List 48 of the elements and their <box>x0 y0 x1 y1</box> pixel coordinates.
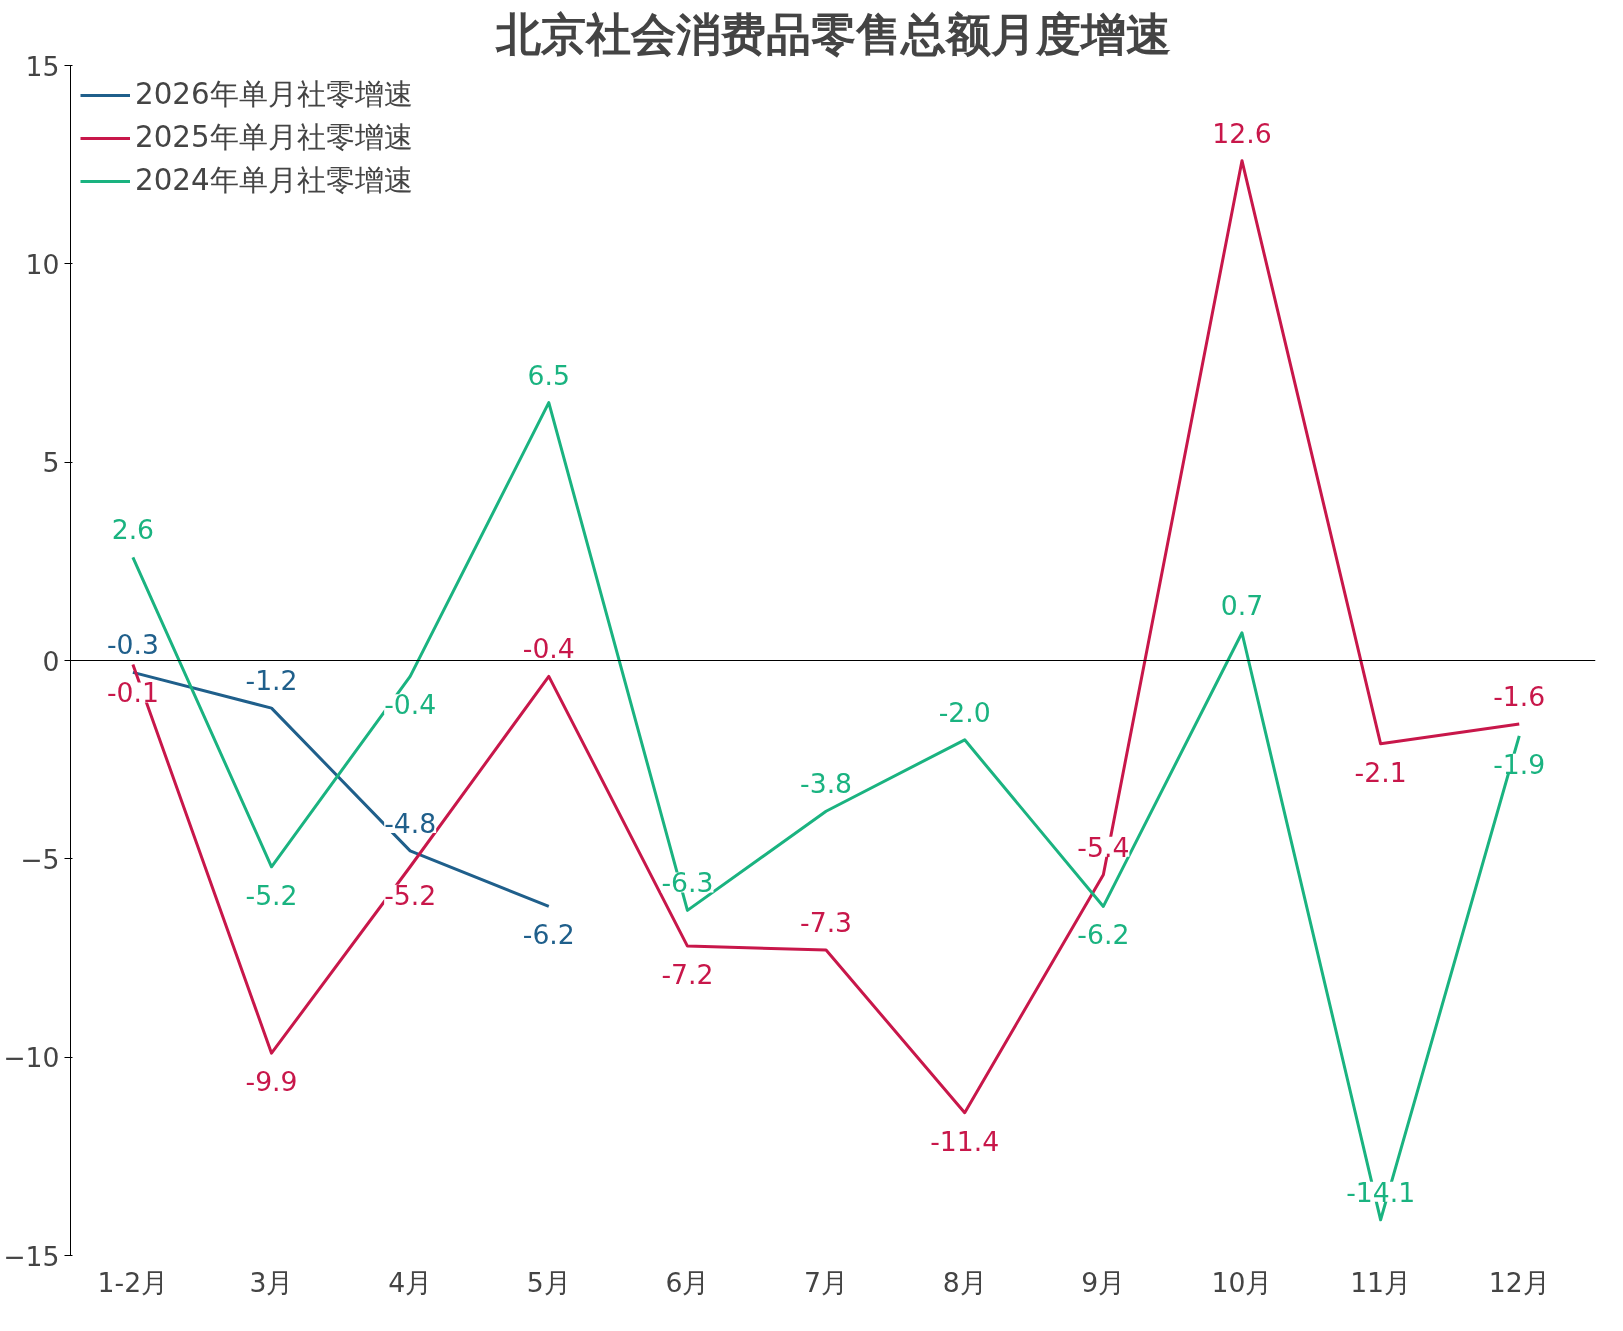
x-tick-label: 8月 <box>942 1266 987 1298</box>
data-label: -0.3 <box>106 629 159 661</box>
data-label: -1.9 <box>1493 748 1546 780</box>
x-tick-label: 7月 <box>804 1266 849 1298</box>
y-tick-label: 0 <box>42 645 60 677</box>
data-label: -2.1 <box>1354 756 1407 788</box>
data-label: 2.6 <box>111 514 155 546</box>
data-label: -0.4 <box>522 633 575 665</box>
data-label: -11.4 <box>930 1125 1000 1157</box>
data-label: -7.2 <box>661 959 714 991</box>
data-label: -5.2 <box>384 879 437 911</box>
x-tick-label: 5月 <box>526 1266 571 1298</box>
data-label: -3.8 <box>800 768 853 800</box>
data-label: -6.2 <box>1077 919 1130 951</box>
data-label: -14.1 <box>1346 1176 1416 1208</box>
x-tick-label: 6月 <box>665 1266 710 1298</box>
x-tick-label: 9月 <box>1081 1266 1126 1298</box>
y-tick-label: −15 <box>3 1240 60 1272</box>
y-tick-label: 10 <box>25 248 60 280</box>
legend-label: 2026年单月社零增速 <box>135 76 413 113</box>
y-tick-label: 5 <box>42 447 60 479</box>
data-label: -1.2 <box>245 665 298 697</box>
data-label: 6.5 <box>527 359 571 391</box>
y-tick-label: −5 <box>20 843 60 875</box>
data-label: -0.4 <box>384 689 437 721</box>
data-label: -5.4 <box>1077 831 1130 863</box>
x-tick-label: 4月 <box>388 1266 433 1298</box>
data-label: -4.8 <box>384 807 437 839</box>
data-label: 12.6 <box>1212 117 1272 149</box>
x-tick-label: 12月 <box>1488 1266 1550 1298</box>
data-label: -1.6 <box>1493 680 1546 712</box>
y-tick-label: 15 <box>25 50 60 82</box>
x-tick-label: 11月 <box>1350 1266 1412 1298</box>
legend-label: 2024年单月社零增速 <box>135 162 413 199</box>
data-label: -6.3 <box>661 867 714 899</box>
data-label: -2.0 <box>938 696 991 728</box>
y-tick-label: −10 <box>3 1042 60 1074</box>
data-label: -9.9 <box>245 1066 298 1098</box>
data-label: -0.1 <box>106 677 159 709</box>
data-label: -6.2 <box>522 919 575 951</box>
data-label: -7.3 <box>800 907 853 939</box>
data-label: 0.7 <box>1220 589 1264 621</box>
chart-title: 北京社会消费品零售总额月度增速 <box>494 7 1171 61</box>
x-tick-label: 1-2月 <box>97 1266 169 1298</box>
x-tick-label: 10月 <box>1211 1266 1273 1298</box>
legend-label: 2025年单月社零增速 <box>135 119 413 156</box>
x-tick-label: 3月 <box>249 1266 294 1298</box>
data-label: -5.2 <box>245 879 298 911</box>
